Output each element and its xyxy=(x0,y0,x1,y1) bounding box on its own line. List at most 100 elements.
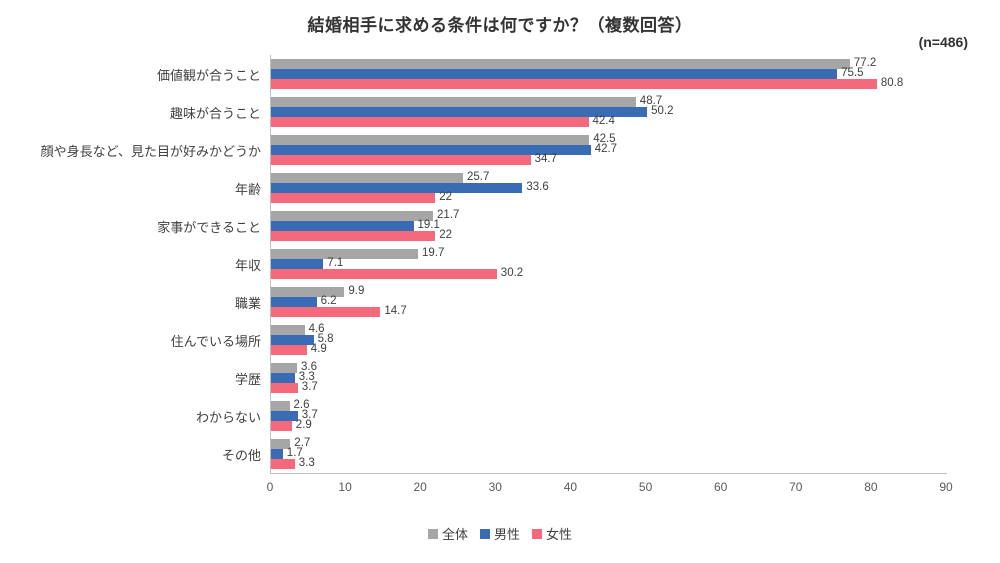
bar-line-male: 50.2 xyxy=(270,105,946,118)
bar-group: 2.7 1.7 3.3 xyxy=(270,437,946,470)
value-label-overall: 48.7 xyxy=(639,95,663,108)
bar-female xyxy=(270,383,298,393)
x-tick-label: 30 xyxy=(488,480,502,494)
value-label-male: 1.7 xyxy=(286,447,303,460)
value-label-overall: 25.7 xyxy=(467,171,490,184)
value-label-female: 3.7 xyxy=(301,381,318,394)
bar-overall xyxy=(270,363,297,373)
bar-female xyxy=(270,231,436,241)
bar-line-male: 3.3 xyxy=(270,371,946,384)
bar-line-male: 19.1 xyxy=(270,220,946,231)
value-label-overall: 2.6 xyxy=(293,399,310,412)
bar-female xyxy=(270,79,877,89)
category-label: わからない xyxy=(195,409,261,425)
value-label-female: 2.9 xyxy=(295,419,312,432)
x-tick-label: 70 xyxy=(789,480,803,494)
bar-overall xyxy=(270,287,345,297)
bar-overall xyxy=(270,439,291,449)
category-row: 年齢 25.7 33.6 22 xyxy=(0,169,946,207)
y-axis-line xyxy=(270,55,271,473)
category-row: わからない 2.6 3.7 2.9 xyxy=(0,397,946,435)
category-row: 学歴 3.6 3.3 3.7 xyxy=(0,359,946,397)
category-row: 価値観が合うこと 77.2 75.5 80.8 xyxy=(0,55,946,93)
x-tick-label: 0 xyxy=(266,480,274,494)
bar-male xyxy=(270,411,298,421)
bar-line-overall: 19.7 xyxy=(270,247,946,260)
bar-line-male: 1.7 xyxy=(270,447,946,460)
bar-line-male: 6.2 xyxy=(270,296,946,307)
bar-female xyxy=(270,345,307,355)
bar-line-male: 42.7 xyxy=(270,143,946,156)
value-label-overall: 2.7 xyxy=(294,437,311,450)
bar-male xyxy=(270,297,317,307)
bar-line-male: 7.1 xyxy=(270,258,946,269)
value-label-overall: 19.7 xyxy=(422,247,445,260)
bar-overall xyxy=(270,173,463,183)
x-axis-line xyxy=(270,473,947,474)
value-label-female: 22 xyxy=(439,229,452,242)
bar-group: 42.5 42.7 34.7 xyxy=(270,134,946,165)
value-label-male: 50.2 xyxy=(651,105,674,118)
legend-item-female: 女性 xyxy=(532,524,572,543)
plot-area: 価値観が合うこと 77.2 75.5 80.8 趣味が合うこと 48.7 50.2 42.4 顔… xyxy=(0,55,946,473)
bar-female xyxy=(270,117,589,127)
legend: 全体 男性 女性 xyxy=(0,524,1000,543)
legend-label-overall: 全体 xyxy=(441,527,468,542)
category-label: 顔や身長など、見た目が好みかどうか xyxy=(40,143,261,159)
bar-female xyxy=(270,421,292,431)
chart-title: 結婚相手に求める条件は何ですか？（複数回答） xyxy=(307,16,693,35)
bar-male xyxy=(270,449,283,459)
bar-male xyxy=(270,183,523,193)
bar-line-female: 34.7 xyxy=(270,154,946,165)
x-tick-label: 10 xyxy=(338,480,352,494)
value-label-female: 42.4 xyxy=(592,115,615,128)
bar-male xyxy=(270,373,295,383)
value-label-female: 22 xyxy=(439,191,452,204)
value-label-overall: 4.6 xyxy=(308,323,325,336)
category-row: 趣味が合うこと 48.7 50.2 42.4 xyxy=(0,93,946,131)
bar-overall xyxy=(270,249,418,259)
bar-line-overall: 77.2 xyxy=(270,58,946,69)
bar-line-overall: 9.9 xyxy=(270,286,946,297)
bar-line-overall: 42.5 xyxy=(270,134,946,145)
bar-line-female: 4.9 xyxy=(270,344,946,355)
bar-line-overall: 2.7 xyxy=(270,437,946,450)
category-label: 家事ができること xyxy=(157,219,261,235)
bar-line-female: 80.8 xyxy=(270,78,946,89)
category-label: その他 xyxy=(221,447,261,463)
bar-line-overall: 21.7 xyxy=(270,209,946,222)
value-label-female: 3.3 xyxy=(298,457,315,470)
bar-group: 77.2 75.5 80.8 xyxy=(270,58,946,89)
bar-overall xyxy=(270,135,590,145)
bar-female xyxy=(270,459,295,469)
category-label: 学歴 xyxy=(234,371,261,387)
legend-swatch-overall xyxy=(427,528,438,539)
value-label-overall: 3.6 xyxy=(301,361,317,374)
bar-line-female: 42.4 xyxy=(270,115,946,128)
bar-line-overall: 4.6 xyxy=(270,323,946,336)
x-tick-label: 20 xyxy=(413,480,427,494)
bar-male xyxy=(270,145,591,155)
x-axis-ticks: 0 10 20 30 40 50 60 70 80 90 xyxy=(266,480,953,496)
bar-female xyxy=(270,155,531,165)
bar-line-male: 75.5 xyxy=(270,67,946,80)
bar-group: 25.7 33.6 22 xyxy=(270,171,946,204)
bar-line-female: 3.7 xyxy=(270,381,946,394)
category-label: 価値観が合うこと xyxy=(156,67,261,83)
bar-female xyxy=(270,193,436,203)
category-label: 職業 xyxy=(234,295,261,311)
value-label-overall: 21.7 xyxy=(437,209,460,222)
value-label-male: 3.3 xyxy=(298,371,315,384)
bar-line-overall: 3.6 xyxy=(270,361,946,374)
value-label-male: 42.7 xyxy=(594,143,618,156)
bar-line-female: 22 xyxy=(270,229,946,242)
legend-swatch-female xyxy=(532,528,542,539)
value-label-female: 14.7 xyxy=(384,305,407,318)
value-label-male: 33.6 xyxy=(526,181,549,194)
bar-overall xyxy=(270,211,433,221)
value-label-male: 5.8 xyxy=(317,333,334,346)
value-label-male: 75.5 xyxy=(841,67,864,80)
bar-group: 48.7 50.2 42.4 xyxy=(270,95,946,128)
bar-group: 2.6 3.7 2.9 xyxy=(270,399,946,432)
bar-female xyxy=(270,307,381,317)
